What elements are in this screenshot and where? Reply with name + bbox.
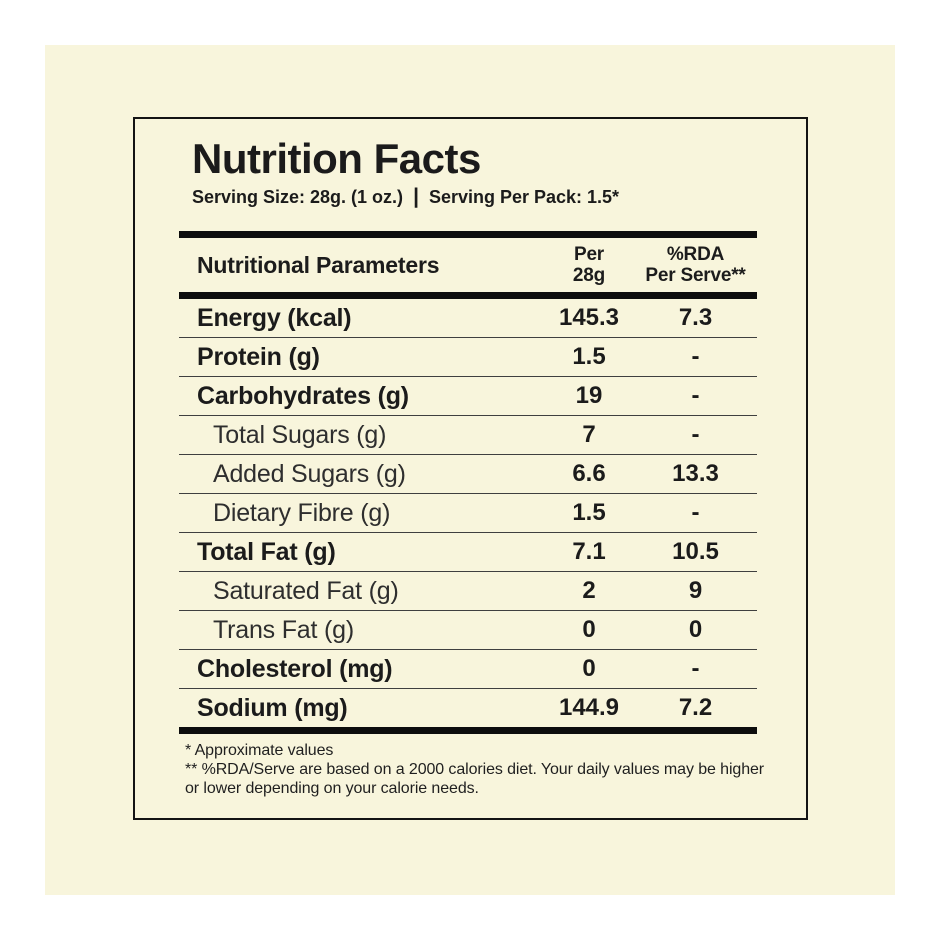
nutrient-label: Trans Fat (g): [213, 615, 354, 644]
table-row: Total Sugars (g) 7 -: [179, 416, 757, 455]
column-header-per-28g: Per 28g: [572, 244, 606, 286]
rda-per-serve-value: 7.2: [678, 694, 713, 721]
rda-per-serve-value: -: [691, 382, 700, 409]
per-28g-value: 2: [582, 577, 596, 604]
column-header-parameters: Nutritional Parameters: [197, 251, 440, 278]
per-28g-value: 0: [582, 616, 596, 643]
nutrient-label: Total Sugars (g): [213, 420, 387, 449]
rda-per-serve-value: -: [691, 655, 700, 682]
page-title: Nutrition Facts: [192, 135, 481, 182]
per-28g-value: 144.9: [558, 694, 620, 721]
nutrient-label: Sodium (mg): [197, 693, 348, 722]
nutrition-table: Nutritional Parameters Per 28g %RDA Per Se…: [179, 231, 757, 734]
per-28g-value: 7: [582, 421, 596, 448]
table-row: Energy (kcal) 145.3 7.3: [179, 299, 757, 338]
top-divider-bar: [179, 231, 757, 238]
per-28g-value: 1.5: [572, 343, 606, 370]
table-row: Trans Fat (g) 0 0: [179, 611, 757, 650]
table-row: Cholesterol (mg) 0 -: [179, 650, 757, 689]
rda-per-serve-value: -: [691, 421, 700, 448]
per-28g-value: 6.6: [572, 460, 606, 487]
label-card-background: Nutrition Facts Serving Size: 28g. (1 oz…: [45, 45, 895, 895]
per-28g-value: 1.5: [572, 499, 606, 526]
footnote-rda: ** %RDA/Serve are based on a 2000 calori…: [185, 761, 765, 797]
nutrient-label: Protein (g): [197, 342, 320, 371]
footnote-approximate: * Approximate values: [185, 742, 334, 759]
nutrient-label: Added Sugars (g): [213, 459, 406, 488]
rda-per-serve-value: 10.5: [672, 538, 719, 565]
serving-info: Serving Size: 28g. (1 oz.) | Serving Per…: [192, 184, 620, 208]
nutrient-rows: Energy (kcal) 145.3 7.3 Protein (g) 1.5 …: [179, 299, 757, 727]
table-header-row: Nutritional Parameters Per 28g %RDA Per Se…: [179, 238, 757, 292]
rda-per-serve-value: -: [691, 499, 700, 526]
rda-per-serve-value: 7.3: [678, 304, 713, 331]
nutrient-label: Cholesterol (mg): [197, 654, 393, 683]
nutrient-label: Energy (kcal): [197, 303, 352, 332]
serving-size-text: Serving Size: 28g. (1 oz.): [192, 187, 404, 207]
per-28g-value: 7.1: [572, 538, 606, 565]
per-28g-value: 0: [582, 655, 596, 682]
rda-per-serve-value: 9: [688, 577, 703, 604]
table-row: Added Sugars (g) 6.6 13.3: [179, 455, 757, 494]
table-row: Saturated Fat (g) 2 9: [179, 572, 757, 611]
nutrient-label: Carbohydrates (g): [197, 381, 409, 410]
rda-per-serve-value: 13.3: [672, 460, 719, 487]
rda-per-serve-value: 0: [688, 616, 703, 643]
header-divider-bar: [179, 292, 757, 299]
nutrition-facts-panel: Nutrition Facts Serving Size: 28g. (1 oz…: [133, 117, 808, 820]
per-28g-value: 145.3: [558, 304, 620, 331]
nutrient-label: Dietary Fibre (g): [213, 498, 391, 527]
table-row: Carbohydrates (g) 19 -: [179, 377, 757, 416]
serving-separator: |: [413, 184, 419, 208]
table-row: Total Fat (g) 7.1 10.5: [179, 533, 757, 572]
serving-per-pack-text: Serving Per Pack: 1.5*: [428, 187, 620, 207]
table-row: Sodium (mg) 144.9 7.2: [179, 689, 757, 727]
per-28g-value: 19: [575, 382, 603, 409]
bottom-divider-bar: [179, 727, 757, 734]
table-row: Protein (g) 1.5 -: [179, 338, 757, 377]
column-header-rda-per-serve: %RDA Per Serve**: [645, 244, 746, 286]
table-row: Dietary Fibre (g) 1.5 -: [179, 494, 757, 533]
nutrient-label: Total Fat (g): [197, 537, 336, 566]
nutrient-label: Saturated Fat (g): [213, 576, 399, 605]
footnotes: * Approximate values ** %RDA/Serve are b…: [185, 741, 773, 798]
rda-per-serve-value: -: [691, 343, 700, 370]
